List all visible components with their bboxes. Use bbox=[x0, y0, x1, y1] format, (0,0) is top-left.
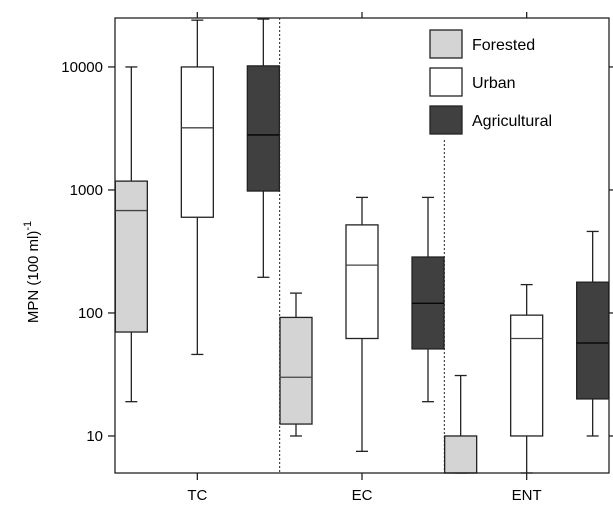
axes-layer: 10 100 1000 10000 TC EC ENT bbox=[61, 12, 613, 504]
legend-item-agricultural: Agricultural bbox=[429, 105, 552, 135]
box-urban-tc bbox=[180, 19, 214, 356]
x-tick-label: TC bbox=[187, 487, 207, 504]
legend-swatch bbox=[429, 29, 463, 59]
box-urban-ent bbox=[510, 283, 544, 474]
box-iqr bbox=[114, 180, 148, 333]
box-forested-tc bbox=[114, 66, 148, 403]
box-iqr bbox=[345, 224, 379, 340]
box-forested-ent bbox=[444, 374, 478, 474]
x-tick-label: EC bbox=[352, 487, 373, 504]
y-tick-label: 1000 bbox=[70, 182, 103, 199]
legend-label: Urban bbox=[472, 75, 516, 92]
legend-item-forested: Forested bbox=[429, 29, 535, 59]
y-axis-label-text: MPN (100 ml) bbox=[25, 231, 42, 324]
box-iqr bbox=[180, 66, 214, 218]
legend-label: Forested bbox=[472, 37, 535, 54]
y-tick-label: 10 bbox=[86, 428, 103, 445]
boxes-layer bbox=[114, 18, 610, 474]
y-tick-label: 10000 bbox=[61, 59, 103, 76]
box-agricultural-tc bbox=[246, 18, 280, 278]
box-iqr bbox=[279, 316, 313, 425]
box-iqr bbox=[444, 435, 478, 474]
legend: Forested Urban Agricultural bbox=[429, 29, 552, 135]
x-tick-label: ENT bbox=[512, 487, 542, 504]
legend-item-urban: Urban bbox=[429, 67, 516, 97]
box-iqr bbox=[576, 281, 610, 400]
legend-swatch bbox=[429, 67, 463, 97]
legend-label: Agricultural bbox=[472, 113, 552, 130]
box-iqr bbox=[246, 65, 280, 192]
legend-swatch bbox=[429, 105, 463, 135]
y-axis-label-superscript: -1 bbox=[22, 221, 34, 231]
box-agricultural-ent bbox=[576, 230, 610, 437]
box-urban-ec bbox=[345, 196, 379, 452]
box-forested-ec bbox=[279, 292, 313, 437]
box-iqr bbox=[510, 314, 544, 437]
y-axis-label: MPN (100 ml)-1 bbox=[22, 221, 42, 323]
box-agricultural-ec bbox=[411, 196, 445, 403]
y-tick-label: 100 bbox=[78, 305, 103, 322]
